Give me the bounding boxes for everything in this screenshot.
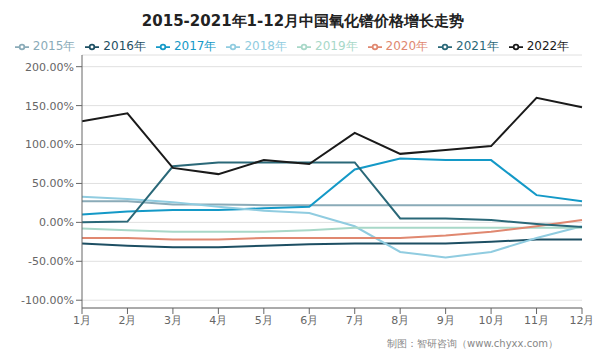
html-text:2019年: 2019年 (315, 39, 358, 53)
svg-text:3月: 3月 (164, 314, 182, 327)
html-text:2020年: 2020年 (385, 39, 429, 53)
html-text:2015-2021年1-12月中国氧化镨价格增长走势: 2015-2021年1-12月中国氧化镨价格增长走势 (141, 12, 465, 30)
html-text:制图：智研咨询（www.chyxx.com）: 制图：智研咨询（www.chyxx.com） (387, 338, 558, 349)
svg-text:2月: 2月 (118, 314, 136, 327)
svg-text:-50.00%: -50.00% (28, 255, 74, 268)
svg-text:5月: 5月 (255, 314, 273, 327)
svg-text:7月: 7月 (346, 314, 364, 327)
html-text:2022年: 2022年 (526, 39, 570, 53)
html-text:2015年: 2015年 (32, 39, 76, 53)
html-text:2016年: 2016年 (103, 39, 146, 53)
svg-text:1月: 1月 (73, 314, 91, 327)
html-text:2018年: 2018年 (244, 39, 287, 53)
svg-text:-100.00%: -100.00% (21, 294, 74, 307)
html-text:2021年: 2021年 (456, 39, 499, 53)
svg-text:4月: 4月 (209, 314, 227, 327)
svg-text:6月: 6月 (300, 314, 318, 327)
svg-text:0.00%: 0.00% (39, 216, 74, 229)
svg-text:100.00%: 100.00% (25, 138, 74, 151)
html-text:2017年: 2017年 (173, 39, 217, 53)
svg-text:150.00%: 150.00% (25, 100, 74, 113)
svg-text:11月: 11月 (524, 314, 549, 327)
svg-text:9月: 9月 (437, 314, 455, 327)
svg-text:8月: 8月 (391, 314, 409, 327)
svg-text:50.00%: 50.00% (32, 177, 74, 190)
svg-text:10月: 10月 (479, 314, 504, 327)
svg-text:12月: 12月 (570, 314, 595, 327)
svg-text:200.00%: 200.00% (25, 61, 74, 74)
